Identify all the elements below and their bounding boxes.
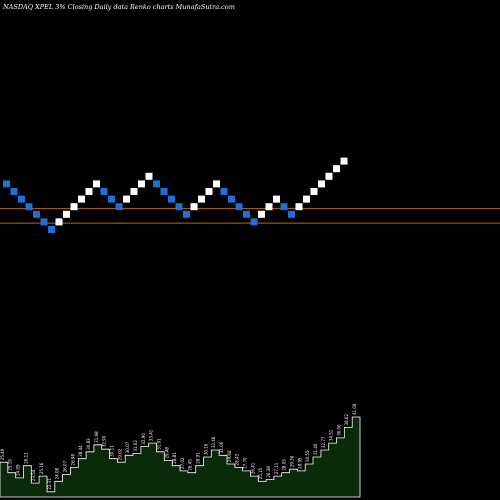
volume-label: 25.16 bbox=[39, 462, 44, 474]
volume-label: 26.41 bbox=[250, 462, 255, 474]
down-brick bbox=[288, 210, 295, 218]
volume-label: 32.46 bbox=[211, 436, 216, 448]
volume-label: 24.08 bbox=[55, 467, 60, 479]
volume-label: 25.19 bbox=[8, 459, 13, 471]
volume-label: 27.70 bbox=[243, 457, 248, 469]
volume-label: 31.91 bbox=[156, 438, 161, 450]
volume-label: 41.09 bbox=[352, 403, 357, 415]
volume-label: 30.16 bbox=[203, 443, 208, 455]
up-brick bbox=[340, 157, 348, 165]
volume-label: 36.00 bbox=[336, 424, 341, 436]
volume-label: 28.44 bbox=[78, 445, 83, 457]
volume-label: 28.91 bbox=[196, 452, 201, 464]
volume-label: 26.45 bbox=[188, 459, 193, 471]
up-brick bbox=[70, 203, 78, 211]
down-brick bbox=[280, 203, 288, 211]
volume-label: 29.02 bbox=[117, 448, 122, 460]
up-brick bbox=[310, 188, 318, 195]
up-brick bbox=[258, 210, 265, 218]
down-brick bbox=[100, 188, 108, 195]
volume-label: 31.02 bbox=[133, 440, 138, 452]
chart-title: NASDAQ XPEL 3% Closing Daily data Renko … bbox=[3, 3, 235, 11]
down-brick bbox=[40, 218, 48, 226]
down-brick bbox=[18, 195, 25, 203]
volume-label: 25.49 bbox=[0, 448, 5, 460]
volume-label: 30.55 bbox=[305, 450, 310, 462]
volume-label: 38.62 bbox=[344, 414, 349, 426]
renko-bricks bbox=[3, 157, 348, 233]
down-brick bbox=[3, 180, 10, 188]
volume-label: 30.07 bbox=[125, 441, 130, 453]
up-brick bbox=[205, 188, 213, 195]
down-brick bbox=[168, 195, 175, 203]
volume-label: 33.41 bbox=[149, 429, 154, 441]
up-brick bbox=[55, 218, 63, 226]
volume-label: 30.83 bbox=[86, 438, 91, 450]
volume-label: 27.02 bbox=[180, 457, 185, 469]
up-brick bbox=[318, 180, 325, 188]
down-brick bbox=[175, 203, 183, 211]
up-brick bbox=[85, 188, 93, 195]
up-brick bbox=[138, 180, 145, 188]
up-brick bbox=[190, 203, 198, 211]
down-brick bbox=[235, 203, 243, 211]
up-brick bbox=[198, 195, 205, 203]
volume-label: 32.77 bbox=[321, 436, 326, 448]
volume-label: 32.90 bbox=[141, 433, 146, 445]
volume-label: 31.98 bbox=[94, 431, 99, 443]
up-brick bbox=[303, 195, 310, 203]
down-brick bbox=[250, 218, 258, 226]
volume-label: 28.43 bbox=[235, 454, 240, 466]
down-brick bbox=[183, 210, 190, 218]
up-brick bbox=[333, 165, 340, 173]
volume-label: 25.15 bbox=[258, 467, 263, 479]
up-brick bbox=[130, 188, 138, 195]
volume-label: 28.05 bbox=[282, 459, 287, 471]
up-brick bbox=[273, 195, 280, 203]
up-brick bbox=[78, 195, 85, 203]
volume-label: 31.40 bbox=[313, 443, 318, 455]
down-brick bbox=[243, 210, 250, 218]
volume-label: 30.11 bbox=[109, 445, 114, 457]
up-brick bbox=[63, 210, 70, 218]
down-brick bbox=[48, 226, 55, 233]
volume-label: 24.09 bbox=[16, 464, 21, 476]
down-brick bbox=[115, 203, 123, 211]
volume-label: 23.54 bbox=[31, 469, 36, 481]
up-brick bbox=[265, 203, 273, 211]
up-brick bbox=[93, 180, 100, 188]
volume-label: 28.95 bbox=[297, 457, 302, 469]
reference-lines bbox=[0, 208, 500, 224]
down-brick bbox=[220, 188, 228, 195]
down-brick bbox=[153, 180, 160, 188]
up-brick bbox=[123, 195, 130, 203]
down-brick bbox=[25, 203, 33, 211]
down-brick bbox=[228, 195, 235, 203]
down-brick bbox=[108, 195, 115, 203]
up-brick bbox=[145, 172, 153, 180]
volume-label: 26.07 bbox=[63, 460, 68, 472]
volume-label: 26.38 bbox=[266, 466, 271, 478]
volume-label: 26.11 bbox=[23, 452, 28, 464]
up-brick bbox=[295, 203, 303, 211]
volume-label: 34.51 bbox=[329, 429, 334, 441]
up-brick bbox=[213, 180, 220, 188]
volume-label: 31.06 bbox=[219, 441, 224, 453]
volume-area-path bbox=[0, 416, 361, 498]
volume-label: 26.98 bbox=[70, 454, 75, 466]
volume-label: 22.31 bbox=[47, 478, 52, 490]
volume-label: 29.36 bbox=[289, 455, 294, 467]
up-brick bbox=[325, 172, 333, 180]
volume-label: 27.11 bbox=[274, 462, 279, 474]
down-brick bbox=[160, 188, 168, 195]
volume-label: 28.81 bbox=[172, 452, 177, 464]
volume-label: 29.68 bbox=[227, 450, 232, 462]
down-brick bbox=[10, 188, 18, 195]
volume-label: 29.48 bbox=[164, 447, 169, 459]
volume-label: 32.90 bbox=[102, 435, 107, 447]
down-brick bbox=[33, 210, 40, 218]
volume-area bbox=[0, 416, 361, 498]
